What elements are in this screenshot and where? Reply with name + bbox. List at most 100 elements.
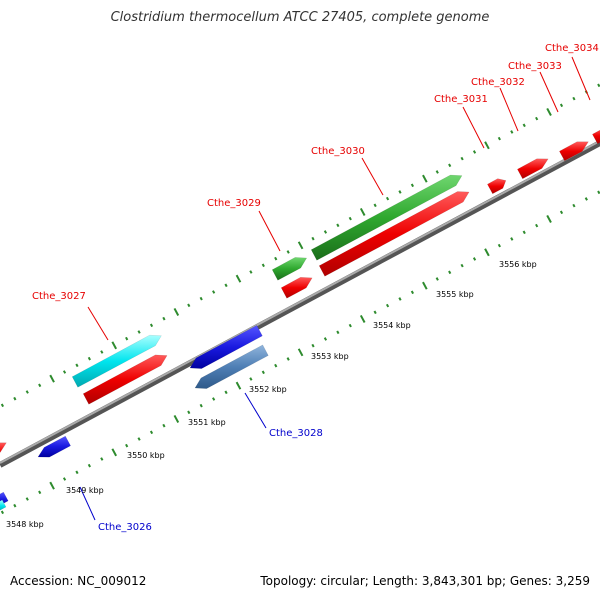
gene-arrow-forward bbox=[559, 141, 589, 162]
minor-tick bbox=[0, 403, 5, 408]
minor-tick bbox=[311, 343, 315, 348]
minor-tick bbox=[348, 216, 352, 221]
minor-tick bbox=[199, 296, 203, 301]
minor-tick bbox=[149, 430, 154, 435]
minor-tick bbox=[336, 223, 340, 228]
feature-bar bbox=[271, 257, 308, 281]
minor-tick bbox=[398, 190, 402, 194]
outer-tick-track bbox=[0, 83, 600, 408]
gene-arrow-forward bbox=[592, 129, 600, 145]
minor-tick bbox=[572, 96, 576, 101]
minor-tick bbox=[137, 437, 141, 441]
minor-tick bbox=[0, 510, 5, 515]
minor-tick bbox=[584, 197, 588, 201]
minor-tick bbox=[373, 310, 377, 315]
minor-tick bbox=[597, 190, 600, 195]
feature-bar bbox=[310, 174, 463, 261]
minor-tick bbox=[249, 270, 253, 274]
kbp-label: 3556 kbp bbox=[499, 260, 537, 269]
minor-tick bbox=[100, 350, 104, 354]
kbp-label: 3555 kbp bbox=[436, 290, 474, 299]
minor-tick bbox=[559, 103, 564, 108]
gene-label-cthe-3031: Cthe_3031 bbox=[434, 94, 488, 105]
feature-track bbox=[71, 174, 463, 388]
minor-tick bbox=[572, 203, 576, 208]
kbp-label: 3553 kbp bbox=[311, 352, 349, 361]
minor-tick bbox=[398, 297, 402, 301]
backbone-highlight bbox=[0, 140, 600, 464]
minor-tick bbox=[261, 263, 265, 268]
map-title: Clostridium thermocellum ATCC 27405, com… bbox=[110, 10, 490, 25]
minor-tick bbox=[597, 83, 600, 88]
minor-tick bbox=[348, 323, 352, 328]
minor-tick bbox=[410, 183, 415, 188]
minor-tick bbox=[137, 330, 141, 334]
major-tick bbox=[546, 214, 552, 223]
minor-tick bbox=[385, 303, 390, 308]
gene-arrow-forward bbox=[517, 158, 549, 180]
major-tick bbox=[111, 448, 118, 457]
minor-tick bbox=[87, 463, 91, 468]
minor-tick bbox=[187, 410, 191, 415]
minor-tick bbox=[522, 123, 526, 128]
gene-arrow-forward bbox=[82, 354, 168, 405]
minor-tick bbox=[535, 223, 539, 228]
major-tick bbox=[422, 174, 428, 183]
minor-tick bbox=[162, 316, 166, 321]
kbp-label: 3551 kbp bbox=[188, 418, 226, 427]
major-tick bbox=[235, 274, 242, 283]
minor-tick bbox=[435, 277, 439, 281]
minor-tick bbox=[162, 423, 166, 428]
gene-labels: Cthe_3027 Cthe_3029 Cthe_3030 Cthe_3031 … bbox=[32, 43, 599, 533]
minor-tick bbox=[249, 377, 253, 381]
minor-tick bbox=[100, 457, 104, 461]
major-tick bbox=[297, 348, 304, 357]
minor-tick bbox=[25, 497, 29, 501]
label-leaders bbox=[79, 56, 591, 521]
major-tick bbox=[49, 374, 55, 383]
major-tick bbox=[546, 107, 552, 116]
minor-tick bbox=[62, 477, 67, 481]
minor-tick bbox=[311, 236, 315, 241]
major-tick bbox=[297, 241, 304, 250]
gene-label-cthe-3033: Cthe_3033 bbox=[508, 61, 562, 72]
minor-tick bbox=[286, 250, 290, 254]
gene-arrow-forward bbox=[0, 442, 7, 453]
minor-tick bbox=[535, 116, 539, 121]
minor-tick bbox=[224, 283, 228, 288]
minor-tick bbox=[149, 323, 154, 328]
minor-tick bbox=[212, 397, 216, 401]
minor-tick bbox=[187, 303, 191, 308]
gene-label-cthe-3029: Cthe_3029 bbox=[207, 198, 261, 209]
feature-bar bbox=[71, 334, 162, 388]
major-tick bbox=[359, 207, 366, 216]
reverse-gene-track bbox=[0, 325, 269, 511]
gene-arrow-forward bbox=[280, 277, 313, 299]
feature-bar bbox=[0, 499, 7, 511]
minor-tick bbox=[125, 336, 129, 341]
minor-tick bbox=[510, 237, 514, 241]
minor-tick bbox=[497, 243, 501, 248]
minor-tick bbox=[199, 403, 203, 408]
minor-tick bbox=[497, 136, 501, 141]
accession-text: Accession: NC_009012 bbox=[10, 574, 147, 588]
minor-tick bbox=[510, 130, 514, 134]
minor-tick bbox=[212, 290, 216, 294]
minor-tick bbox=[75, 470, 79, 475]
kbp-label: 3550 kbp bbox=[127, 451, 165, 460]
minor-tick bbox=[75, 363, 79, 368]
minor-tick bbox=[261, 370, 265, 375]
minor-tick bbox=[286, 357, 290, 361]
minor-tick bbox=[38, 490, 42, 495]
minor-tick bbox=[336, 330, 340, 335]
major-tick bbox=[173, 414, 180, 423]
backbone-line bbox=[0, 140, 600, 468]
minor-tick bbox=[13, 503, 17, 508]
minor-tick bbox=[448, 163, 452, 168]
minor-tick bbox=[323, 230, 328, 234]
minor-tick bbox=[410, 290, 415, 295]
major-tick bbox=[359, 314, 366, 323]
gene-arrow-reverse bbox=[37, 435, 71, 458]
gene-label-cthe-3026: Cthe_3026 bbox=[98, 522, 152, 533]
minor-tick bbox=[448, 270, 452, 275]
